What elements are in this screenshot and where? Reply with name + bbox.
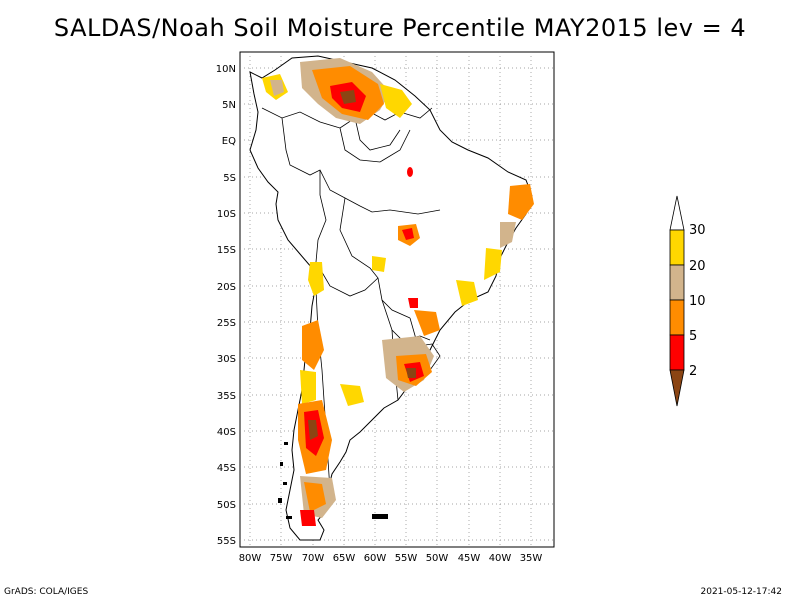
patch-andes-north xyxy=(308,262,324,296)
patch-la-pampa xyxy=(340,384,364,406)
patch-ne-brazil-tan xyxy=(500,222,516,248)
lon-label-80w: 80W xyxy=(239,553,262,564)
patch-goias xyxy=(372,256,386,272)
lat-label-25s: 25S xyxy=(217,318,236,329)
colorbar-label-10: 10 xyxy=(689,294,706,309)
lon-label-45w: 45W xyxy=(458,553,481,564)
patch-guyana xyxy=(380,84,412,118)
patch-venezuela-brown xyxy=(340,90,356,104)
footer-credit: GrADS: COLA/IGES xyxy=(4,587,89,597)
lat-label-10s: 10S xyxy=(217,209,236,220)
chile-fjords xyxy=(278,442,388,519)
lat-label-5n: 5N xyxy=(222,100,236,111)
lon-label-35w: 35W xyxy=(520,553,543,564)
lat-label-35s: 35S xyxy=(217,391,236,402)
lat-label-40s: 40S xyxy=(217,427,236,438)
patch-cuyo xyxy=(300,370,316,404)
colorbar-label-5: 5 xyxy=(689,329,697,344)
footer-timestamp: 2021-05-12-17:42 xyxy=(700,587,783,597)
lon-label-60w: 60W xyxy=(364,553,387,564)
colorbar xyxy=(669,195,685,407)
patch-ne-brazil xyxy=(508,184,534,220)
lat-label-55s: 55S xyxy=(217,536,236,547)
moisture-patches xyxy=(262,58,534,526)
map-title: SALDAS/Noah Soil Moisture Percentile MAY… xyxy=(53,14,747,42)
lon-label-70w: 70W xyxy=(302,553,325,564)
lat-label-20s: 20S xyxy=(217,282,236,293)
colorbar-segment-2-5 xyxy=(669,334,685,371)
colorbar-segment-20-30 xyxy=(669,229,685,266)
lon-label-40w: 40W xyxy=(489,553,512,564)
lon-labels: 80W 75W 70W 65W 60W 55W 50W 45W 40W 35W xyxy=(239,553,543,564)
lat-label-50s: 50S xyxy=(217,500,236,511)
lat-labels: 10N 5N EQ 5S 10S 15S 20S 25S 30S 35S 40S… xyxy=(216,64,236,547)
colorbar-label-20: 20 xyxy=(689,259,706,274)
patch-parana xyxy=(414,310,440,336)
lat-label-45s: 45S xyxy=(217,463,236,474)
patch-patagonia-brown xyxy=(308,420,318,440)
colorbar-bottom-arrow xyxy=(669,369,685,407)
patch-para xyxy=(407,167,413,177)
patch-patagonia-south-orange xyxy=(304,482,326,512)
patch-uruguay-brown xyxy=(406,368,416,378)
colorbar-top-arrow xyxy=(669,195,685,231)
patch-colombia-tan xyxy=(270,80,284,96)
patch-andes-mid xyxy=(302,320,324,370)
colorbar-label-2: 2 xyxy=(689,364,697,379)
lat-label-eq: EQ xyxy=(222,136,236,147)
patch-tierra xyxy=(300,510,316,526)
lat-label-30s: 30S xyxy=(217,354,236,365)
patch-mato-grosso-red xyxy=(402,228,414,240)
colorbar-labels: 30 20 10 5 2 xyxy=(689,223,706,379)
lat-label-5s: 5S xyxy=(223,173,236,184)
lon-label-65w: 65W xyxy=(333,553,356,564)
patch-sao-paulo xyxy=(408,298,418,308)
lon-label-50w: 50W xyxy=(426,553,449,564)
lon-label-75w: 75W xyxy=(270,553,293,564)
lat-label-15s: 15S xyxy=(217,245,236,256)
patch-ne-brazil-yellow xyxy=(484,248,502,280)
colorbar-segment-5-10 xyxy=(669,299,685,336)
colorbar-label-30: 30 xyxy=(689,223,706,238)
patch-e-brazil xyxy=(456,280,478,306)
colorbar-segment-10-20 xyxy=(669,264,685,301)
lon-label-55w: 55W xyxy=(395,553,418,564)
lat-label-10n: 10N xyxy=(216,64,236,75)
